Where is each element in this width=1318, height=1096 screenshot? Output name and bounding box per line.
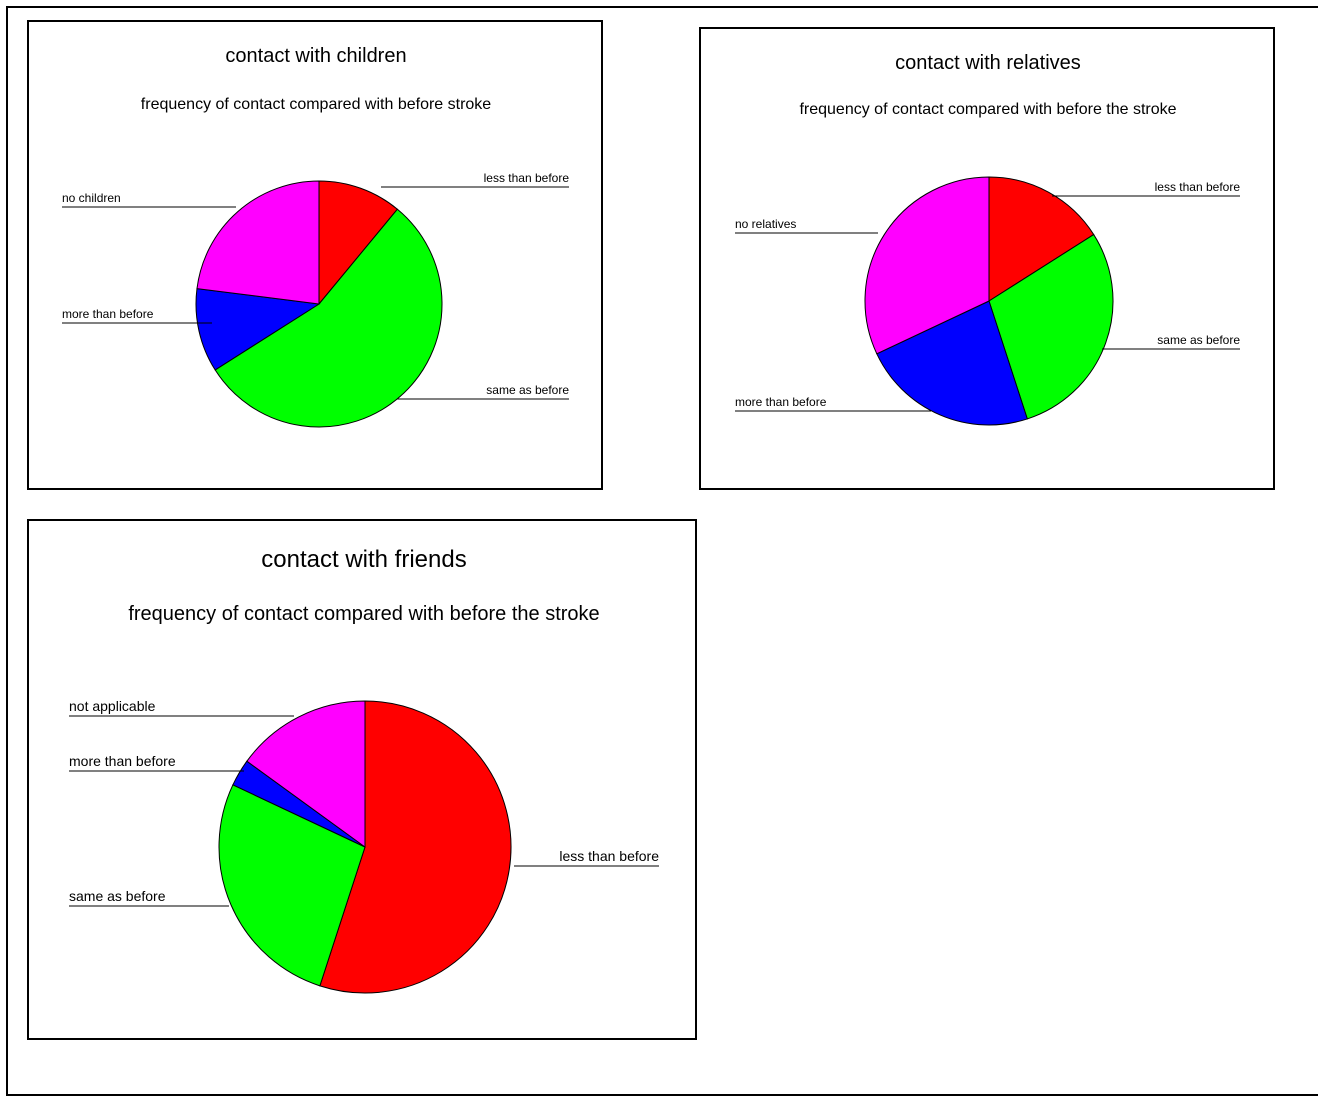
pie-slice-no-children — [196, 180, 320, 305]
chart-title: contact with friends — [261, 546, 466, 573]
chart-panel-children: contact with children frequency of conta… — [27, 20, 603, 490]
slice-label: less than before — [559, 848, 659, 864]
chart-panel-relatives: contact with relatives frequency of cont… — [699, 27, 1275, 490]
slice-label: less than before — [484, 171, 570, 185]
pie-slice-more-than-before — [876, 300, 1028, 426]
pie-labels: less than before same as before more than … — [69, 698, 659, 904]
pie-slice-more-than-before — [195, 288, 321, 371]
pie-leader-lines — [735, 195, 1240, 412]
pie-chart-relatives: contact with relatives frequency of cont… — [735, 52, 1240, 426]
pie-labels: less than before same as before more than … — [735, 180, 1240, 409]
pie-slice-less-than-before — [988, 176, 1095, 302]
chart-panel-friends: contact with friends frequency of contac… — [27, 519, 697, 1040]
pie-slices — [864, 176, 1114, 426]
slice-label: more than before — [62, 307, 154, 321]
chart-subtitle: frequency of contact compared with befor… — [799, 101, 1176, 118]
pie-slices — [218, 700, 512, 994]
slice-label: more than before — [69, 753, 176, 769]
pie-slice-less-than-before — [319, 700, 512, 994]
chart-subtitle: frequency of contact compared with befor… — [141, 96, 492, 113]
pie-slice-same-as-before — [988, 233, 1114, 420]
pie-labels: less than before same as before more than … — [62, 171, 569, 397]
chart-title: contact with relatives — [895, 52, 1081, 74]
slice-label: more than before — [735, 395, 827, 409]
slice-label: less than before — [1155, 180, 1241, 194]
pie-leader-lines — [69, 715, 659, 907]
slice-label: same as before — [69, 888, 166, 904]
pie-chart-children: contact with children frequency of conta… — [62, 45, 569, 428]
pie-slice-less-than-before — [318, 180, 399, 306]
chart-subtitle: frequency of contact compared with befor… — [128, 603, 599, 625]
pie-chart-friends: contact with friends frequency of contac… — [69, 546, 659, 994]
pie-slice-same-as-before — [214, 208, 443, 428]
slice-label: same as before — [486, 383, 569, 397]
slice-label: same as before — [1157, 333, 1240, 347]
pie-slices — [195, 180, 443, 428]
slice-label: no relatives — [735, 217, 796, 231]
slice-label: not applicable — [69, 698, 156, 714]
chart-title: contact with children — [225, 45, 406, 67]
pie-leader-lines — [62, 186, 569, 400]
pie-slice-not-applicable — [246, 700, 366, 848]
pie-slice-no-relatives — [864, 176, 990, 355]
slice-label: no children — [62, 191, 121, 205]
pie-slice-same-as-before — [218, 784, 366, 987]
